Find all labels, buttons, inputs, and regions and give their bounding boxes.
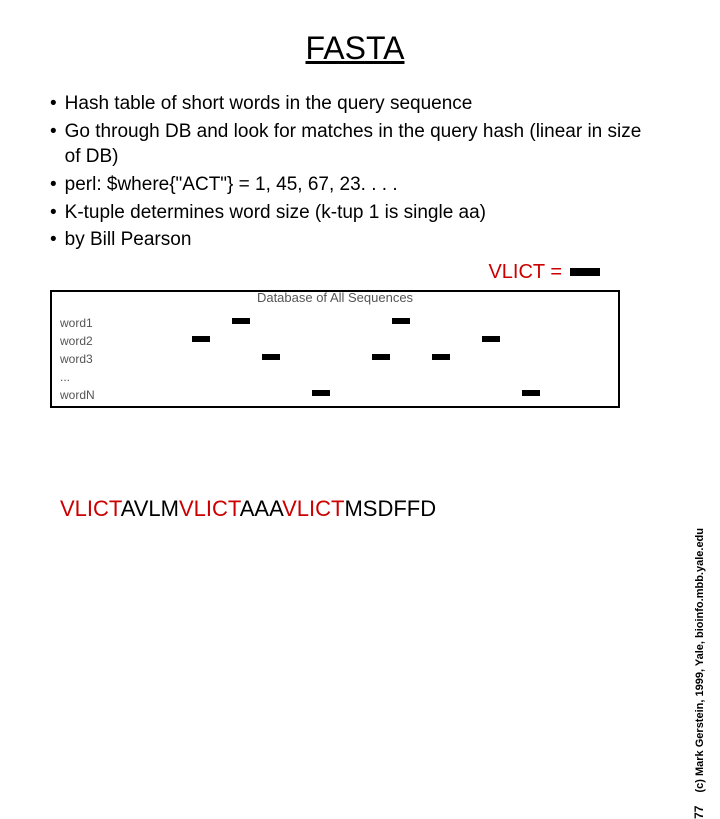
marks-area xyxy=(112,292,608,406)
diagram-row: word3 xyxy=(60,350,104,368)
bullet-marker: • xyxy=(50,91,57,117)
copyright-text: (c) Mark Gerstein, 1999, Yale, bioinfo.m… xyxy=(694,528,706,793)
bullet-text: Go through DB and look for matches in th… xyxy=(65,119,650,170)
bullet-text: K-tuple determines word size (k-tup 1 is… xyxy=(65,200,650,226)
bullet-item: • by Bill Pearson xyxy=(50,227,650,253)
vlict-label: VLICT = xyxy=(488,261,562,284)
page-number: 77 xyxy=(692,806,706,819)
sequence-mark xyxy=(372,354,390,360)
diagram-row: word1 xyxy=(60,314,104,332)
seq-fragment: AVLM xyxy=(121,496,179,521)
diagram-row: wordN xyxy=(60,386,104,404)
bullet-marker: • xyxy=(50,200,57,226)
sequence-mark xyxy=(262,354,280,360)
seq-fragment: MSDFFD xyxy=(344,496,436,521)
database-diagram: Database of All Sequences word1 word2 wo… xyxy=(50,290,620,408)
word-label: word1 xyxy=(60,316,104,330)
bullet-list: • Hash table of short words in the query… xyxy=(50,91,660,253)
bullet-marker: • xyxy=(50,119,57,170)
sequence-mark xyxy=(192,336,210,342)
bullet-text: Hash table of short words in the query s… xyxy=(65,91,650,117)
bullet-item: • perl: $where{"ACT"} = 1, 45, 67, 23. .… xyxy=(50,172,650,198)
black-mark-icon xyxy=(570,268,600,276)
bullet-item: • K-tuple determines word size (k-tup 1 … xyxy=(50,200,650,226)
sequence-mark xyxy=(312,390,330,396)
sequence-mark xyxy=(392,318,410,324)
sequence-string: VLICTAVLMVLICTAAAVLICTMSDFFD xyxy=(60,496,436,522)
bullet-text: perl: $where{"ACT"} = 1, 45, 67, 23. . .… xyxy=(65,172,650,198)
bullet-marker: • xyxy=(50,227,57,253)
bullet-marker: • xyxy=(50,172,57,198)
sequence-mark xyxy=(432,354,450,360)
seq-fragment: AAA xyxy=(240,496,282,521)
sequence-mark xyxy=(232,318,250,324)
bullet-item: • Go through DB and look for matches in … xyxy=(50,119,650,170)
diagram-row: ... xyxy=(60,368,104,386)
bullet-item: • Hash table of short words in the query… xyxy=(50,91,650,117)
diagram-row: word2 xyxy=(60,332,104,350)
sequence-mark xyxy=(522,390,540,396)
word-label: word3 xyxy=(60,352,104,366)
slide-container: FASTA • Hash table of short words in the… xyxy=(0,0,720,540)
word-label: wordN xyxy=(60,388,104,402)
word-label: ... xyxy=(60,370,104,384)
seq-fragment: VLICT xyxy=(60,496,121,521)
slide-title: FASTA xyxy=(50,30,660,67)
seq-fragment: VLICT xyxy=(282,496,344,521)
word-label: word2 xyxy=(60,334,104,348)
sequence-mark xyxy=(482,336,500,342)
sidebar-credit: 77 (c) Mark Gerstein, 1999, Yale, bioinf… xyxy=(692,528,706,819)
seq-fragment: VLICT xyxy=(179,496,240,521)
bullet-text: by Bill Pearson xyxy=(65,227,650,253)
vlict-equation-row: VLICT = xyxy=(50,261,660,284)
